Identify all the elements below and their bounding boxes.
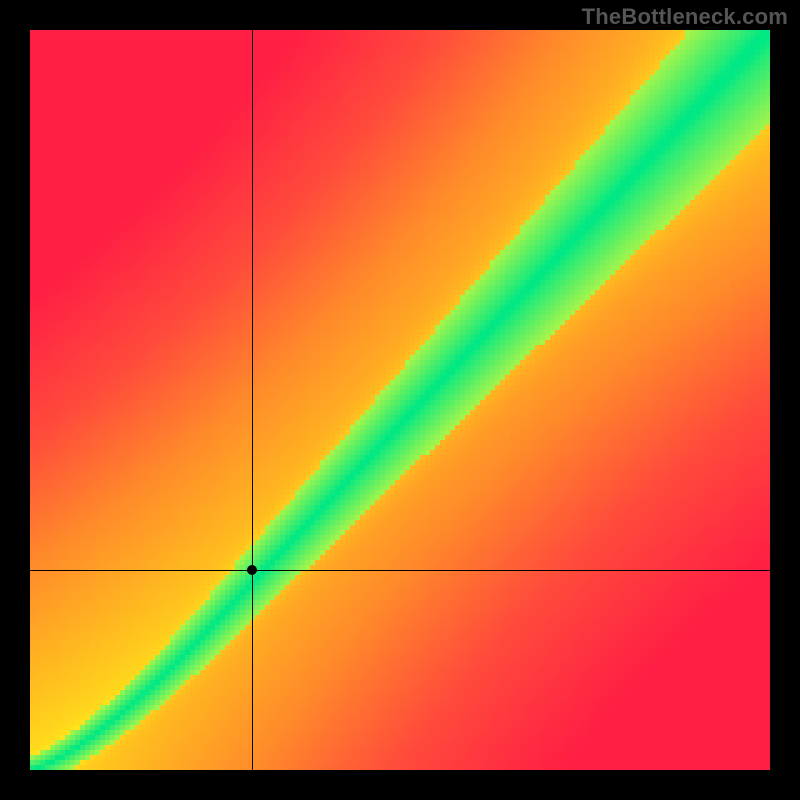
- bottleneck-heatmap: [30, 30, 770, 770]
- crosshair-vertical: [252, 30, 253, 770]
- figure-container: TheBottleneck.com: [0, 0, 800, 800]
- watermark-text: TheBottleneck.com: [582, 4, 788, 30]
- selection-marker: [247, 565, 257, 575]
- crosshair-horizontal: [30, 570, 770, 571]
- plot-area: [30, 30, 770, 770]
